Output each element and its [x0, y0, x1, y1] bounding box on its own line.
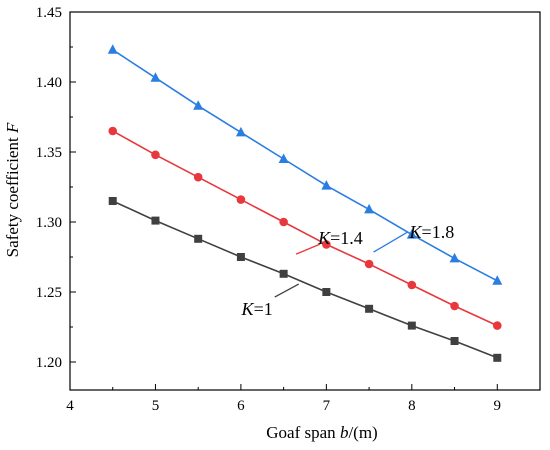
data-point — [493, 353, 502, 362]
data-point — [193, 100, 204, 110]
annotation-value: =1.4 — [330, 228, 363, 248]
data-point — [107, 44, 118, 54]
data-point — [406, 229, 417, 239]
y-tick-label: 1.20 — [36, 355, 62, 371]
y-tick-label: 1.30 — [36, 215, 62, 231]
data-point — [236, 195, 246, 204]
y-tick-label: 1.45 — [36, 5, 62, 21]
data-point — [193, 172, 203, 182]
data-point — [364, 203, 375, 214]
y-tick-label: 1.35 — [36, 145, 62, 161]
data-point — [450, 301, 459, 311]
annotation-leader — [295, 243, 321, 255]
data-point — [364, 259, 374, 269]
data-point — [108, 126, 118, 136]
x-axis-title: Goaf span b/(m) — [266, 423, 377, 442]
data-point — [365, 304, 374, 313]
x-tick-label: 5 — [152, 398, 160, 414]
series-2 — [107, 44, 503, 285]
annotation-0: K=1 — [241, 283, 300, 319]
data-point — [151, 150, 160, 160]
data-point — [322, 240, 331, 249]
x-tick-label: 4 — [66, 398, 74, 414]
x-tick-label: 8 — [408, 398, 416, 414]
annotation-var: K — [241, 299, 255, 319]
data-point — [407, 321, 416, 330]
y-tick-label: 1.25 — [36, 285, 62, 301]
series-line — [112, 130, 498, 327]
annotation-value: =1.8 — [422, 222, 455, 242]
y-tick-label: 1.40 — [36, 75, 62, 91]
annotation-label: K=1.8 — [409, 222, 455, 242]
data-point — [150, 72, 161, 82]
series-layer — [107, 44, 503, 362]
annotation-leader — [373, 231, 408, 253]
y-axis-ticks: 1.20 1.25 1.30 1.35 1.40 1.45 — [36, 5, 76, 371]
data-point — [194, 234, 203, 243]
data-point — [279, 217, 288, 227]
series-line — [112, 49, 498, 282]
data-point — [492, 275, 503, 285]
data-point — [235, 126, 246, 137]
data-point — [279, 269, 288, 278]
annotation-layer: K=1K=1.4 K=1.8 — [241, 222, 455, 319]
annotation-value: =1 — [254, 299, 273, 319]
data-point — [407, 280, 417, 290]
x-axis-ticks: 4 5 6 7 8 9 — [66, 384, 501, 414]
annotation-label: K=1.4 — [317, 228, 363, 248]
series-line — [112, 200, 498, 359]
annotation-label: K=1 — [241, 299, 273, 319]
data-point — [321, 180, 332, 190]
axes-frame — [69, 11, 541, 391]
annotation-1: K=1.4 — [295, 228, 363, 255]
data-point — [108, 197, 117, 205]
annotation-2: K=1.8 — [373, 222, 455, 253]
data-point — [492, 321, 502, 330]
x-tick-label: 7 — [323, 398, 331, 414]
data-point — [151, 216, 160, 225]
data-point — [322, 288, 331, 296]
series-1 — [108, 126, 502, 330]
data-point — [236, 253, 245, 261]
x-tick-label: 6 — [237, 398, 245, 414]
annotation-var: K — [409, 222, 423, 242]
annotation-var: K — [317, 228, 331, 248]
annotation-leader — [274, 283, 300, 298]
data-point — [450, 337, 459, 345]
y-axis-title: Safety coefficient F — [3, 122, 22, 257]
series-0 — [108, 197, 502, 362]
data-point — [278, 153, 289, 163]
plot-frame — [69, 11, 541, 391]
data-point — [449, 252, 460, 263]
x-tick-label: 9 — [494, 398, 502, 414]
